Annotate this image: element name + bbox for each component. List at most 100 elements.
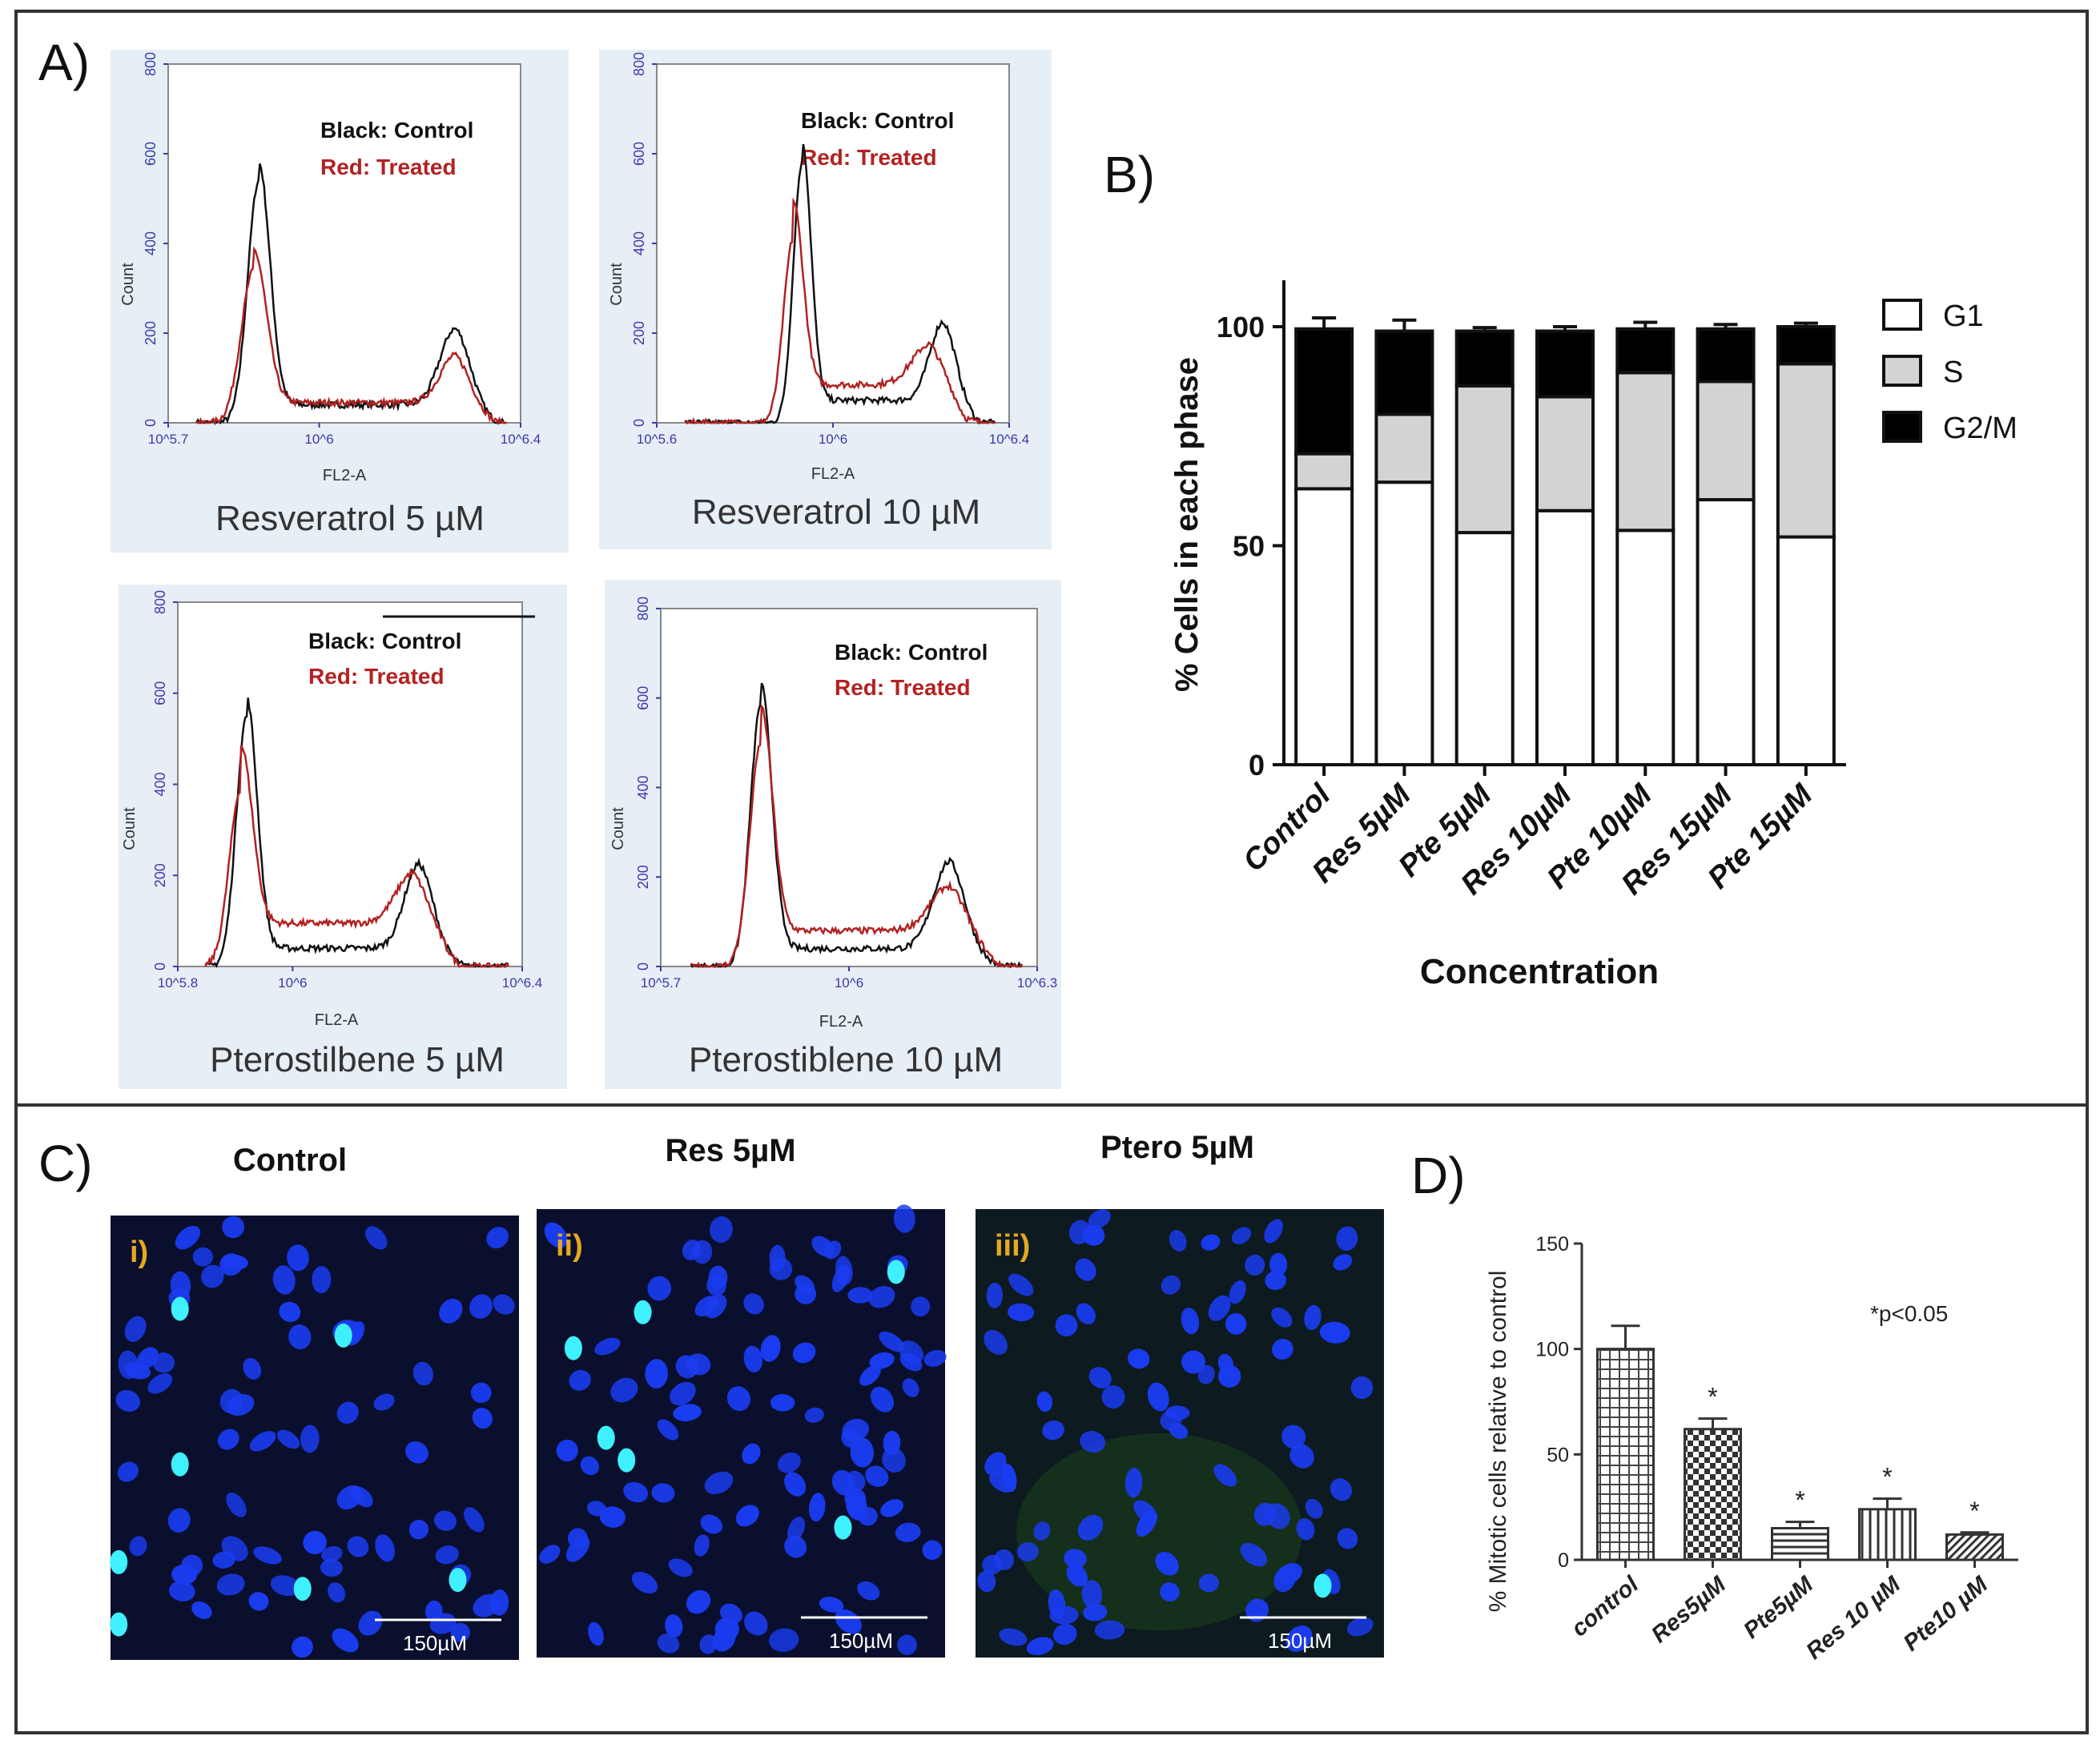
nucleus — [879, 1331, 905, 1352]
nucleus — [760, 1335, 781, 1362]
micrograph-3: Ptero 5µM iii) 150µM — [976, 1130, 1384, 1658]
nucleus — [645, 1359, 669, 1388]
bar-g1 — [1294, 487, 1354, 766]
nucleus — [1081, 1580, 1103, 1609]
nucleus — [744, 1611, 768, 1636]
nucleus — [373, 1393, 395, 1411]
nucleus — [902, 1378, 919, 1397]
bar-s — [1615, 371, 1676, 532]
bar-g2m — [1374, 329, 1434, 416]
x-tick-label: 10^6.4 — [502, 975, 543, 991]
nucleus — [665, 1614, 683, 1638]
nucleus — [704, 1471, 734, 1494]
nucleus — [249, 1431, 276, 1452]
x-tick-label: 10^6 — [278, 975, 307, 991]
bar-g1 — [1374, 480, 1434, 766]
nucleus — [1336, 1226, 1358, 1252]
nucleus — [1225, 1312, 1247, 1335]
control-trace — [204, 697, 509, 969]
nucleus — [977, 1570, 996, 1593]
x-tick-label: 10^5.7 — [148, 432, 189, 447]
nucleus — [125, 1362, 151, 1380]
y-tick-label: 400 — [635, 775, 651, 799]
y-ticks: 0 50 100 — [1217, 311, 1284, 782]
nucleus — [1269, 1252, 1288, 1276]
nucleus — [869, 1352, 895, 1369]
bar-g1 — [1454, 531, 1515, 767]
nucleus — [1068, 1220, 1091, 1245]
nucleus — [1218, 1364, 1241, 1388]
traces — [195, 163, 507, 426]
y-tick-label: 600 — [152, 681, 168, 705]
micrograph-title: Control — [233, 1143, 347, 1178]
nucleus — [673, 1404, 702, 1421]
legend-control: Black: Control — [308, 629, 461, 653]
nucleus — [994, 1549, 1014, 1570]
mitotic-cell — [597, 1425, 615, 1450]
nucleus — [1066, 1564, 1088, 1587]
bars: * * * * — [1596, 1324, 2004, 1561]
nucleus — [1245, 1254, 1265, 1276]
nucleus — [1083, 1603, 1108, 1621]
legend-treated: Red: Treated — [835, 675, 971, 700]
nucleus — [784, 1535, 807, 1558]
nucleus — [804, 1407, 824, 1423]
x-axis-label: FL2-A — [811, 465, 855, 483]
bar-g2m — [1294, 327, 1354, 456]
x-ticks: 10^5.8 10^6 10^6.4 — [158, 966, 543, 991]
nucleus — [167, 1508, 191, 1533]
nucleus — [292, 1636, 313, 1658]
y-ticks: 0 200 400 600 800 — [635, 597, 661, 970]
nucleus — [1181, 1350, 1205, 1374]
nucleus — [882, 1447, 906, 1473]
nucleus — [742, 1443, 761, 1465]
micrograph-row: Control i) 150µM Res 5µM ii) 150µM Ptero 5µM ii… — [110, 1130, 1384, 1660]
nucleus — [1265, 1503, 1290, 1529]
nucleus — [412, 1361, 433, 1386]
nucleus — [181, 1554, 203, 1577]
nucleus — [312, 1266, 332, 1294]
nucleus — [486, 1227, 509, 1249]
nucleus — [770, 1394, 795, 1412]
bar-g1 — [1615, 528, 1676, 766]
legend-label: S — [1943, 356, 1963, 389]
mitotic-cell — [634, 1300, 652, 1324]
nucleus — [365, 1226, 388, 1250]
nucleus — [1124, 1468, 1143, 1498]
nucleus — [594, 1337, 621, 1356]
control-trace — [195, 163, 507, 425]
nucleus — [303, 1530, 327, 1554]
significance-note: *p<0.05 — [1870, 1301, 1948, 1326]
nucleus — [1296, 1518, 1315, 1541]
x-tick-label: 10^6.3 — [1017, 975, 1058, 991]
legend-swatch — [1882, 355, 1922, 387]
y-tick-label: 200 — [631, 321, 647, 345]
nuclei — [977, 1209, 1374, 1656]
panel-d-label: D) — [1411, 1147, 1466, 1204]
nucleus — [1304, 1304, 1322, 1331]
y-tick-label: 400 — [152, 772, 168, 796]
nucleus — [811, 1236, 835, 1257]
nucleus — [700, 1514, 723, 1534]
treated-trace — [204, 745, 509, 968]
nucleus — [647, 1276, 672, 1301]
nuclei — [539, 1204, 947, 1655]
y-tick-label: 0 — [635, 962, 651, 970]
nucleus — [870, 1386, 894, 1412]
nucleus — [1201, 1234, 1221, 1251]
y-tick-label: 0 — [152, 962, 168, 970]
nucleus — [1198, 1573, 1219, 1593]
nucleus — [1133, 1500, 1158, 1524]
nucleus — [270, 1575, 300, 1597]
nucleus — [670, 1381, 696, 1406]
nucleus — [657, 1633, 680, 1654]
nucleus — [1008, 1273, 1034, 1296]
category-label: control — [1567, 1571, 1644, 1642]
nucleus — [191, 1601, 212, 1619]
micrograph-index: iii) — [995, 1229, 1030, 1263]
nucleus — [328, 1582, 346, 1603]
mitotic-cell — [1314, 1573, 1332, 1598]
significance-star: * — [1882, 1463, 1892, 1492]
nucleus — [347, 1536, 369, 1557]
